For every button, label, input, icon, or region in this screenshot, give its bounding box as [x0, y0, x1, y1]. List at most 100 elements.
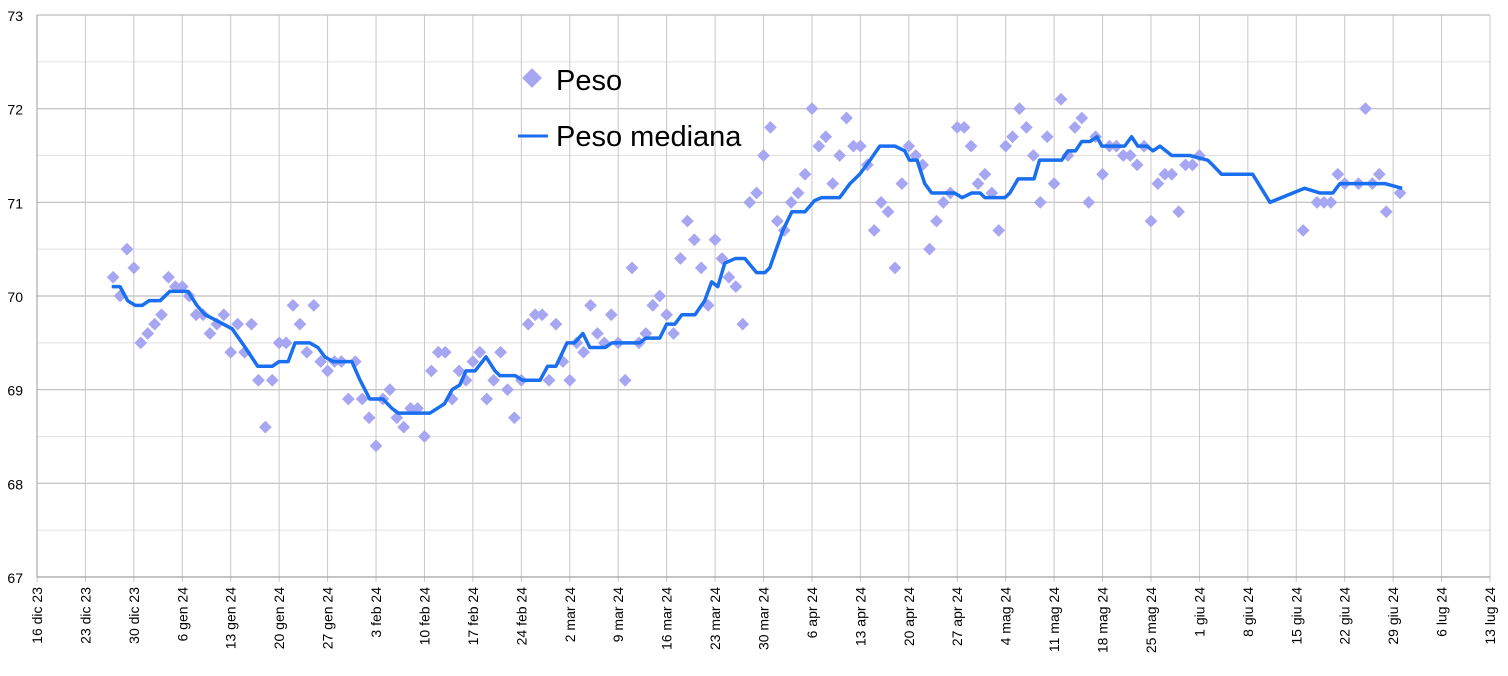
peso-point: [729, 280, 743, 293]
x-tick-label: 3 feb 24: [368, 587, 384, 638]
peso-point: [964, 139, 978, 153]
peso-point: [203, 327, 217, 340]
peso-point: [362, 411, 376, 425]
peso-point: [466, 355, 480, 368]
x-tick-label: 29 giu 24: [1385, 587, 1401, 645]
x-tick-label: 6 gen 24: [174, 587, 190, 642]
peso-point: [438, 345, 452, 359]
peso-point: [134, 336, 148, 350]
peso-point: [833, 149, 846, 162]
peso-point: [1151, 177, 1165, 190]
peso-point: [258, 420, 272, 434]
x-tick-label: 8 giu 24: [1240, 587, 1256, 637]
peso-point: [307, 299, 321, 312]
peso-point: [542, 373, 556, 387]
x-tick-label: 13 gen 24: [223, 587, 239, 649]
peso-point: [681, 214, 694, 228]
peso-point: [425, 364, 438, 378]
peso-point: [521, 317, 535, 331]
peso-point: [750, 186, 763, 200]
peso-point: [494, 345, 507, 359]
peso-point: [854, 139, 867, 153]
peso-point: [508, 411, 521, 425]
peso-point: [501, 383, 514, 397]
peso-point: [591, 327, 604, 340]
peso-point: [992, 224, 1006, 237]
peso-point: [736, 317, 750, 331]
peso-point: [1075, 111, 1089, 125]
peso-point: [397, 420, 411, 434]
peso-point: [252, 373, 265, 387]
x-tick-label: 1 giu 24: [1191, 587, 1207, 637]
peso-mediana-path: [111, 135, 1403, 415]
peso-point: [1026, 149, 1040, 162]
peso-point: [937, 195, 950, 209]
peso-point: [224, 345, 238, 359]
x-tick-label: 17 feb 24: [465, 587, 481, 646]
x-tick-label: 27 gen 24: [320, 587, 336, 649]
x-tick-label: 10 feb 24: [416, 587, 432, 646]
peso-point: [660, 308, 673, 322]
x-tick-label: 24 feb 24: [513, 587, 529, 646]
peso-point: [584, 299, 597, 312]
peso-point: [1020, 121, 1033, 134]
peso-point: [895, 177, 909, 190]
x-tick-label: 9 mar 24: [610, 587, 626, 642]
x-tick-label: 20 gen 24: [271, 587, 287, 649]
peso-point: [321, 364, 334, 378]
peso-point: [1379, 205, 1393, 219]
legend-peso-label: Peso: [556, 65, 622, 97]
peso-point: [162, 270, 175, 284]
x-tick-label: 18 mag 24: [1095, 587, 1111, 653]
peso-point: [535, 308, 549, 322]
peso-point: [383, 383, 397, 397]
peso-point: [217, 308, 231, 322]
peso-point: [674, 252, 687, 265]
peso-point: [1186, 158, 1199, 172]
peso-point: [1331, 167, 1345, 181]
x-tick-label: 11 mag 24: [1046, 587, 1062, 652]
peso-point: [1130, 158, 1144, 172]
peso-point: [120, 242, 134, 256]
peso-point: [1006, 130, 1019, 144]
peso-point: [1013, 102, 1026, 116]
peso-point: [957, 121, 971, 134]
peso-point: [1165, 167, 1179, 181]
peso-point: [1359, 102, 1372, 116]
x-tick-label: 16 mar 24: [659, 587, 675, 650]
peso-point: [231, 317, 245, 331]
y-tick-label: 71: [7, 195, 23, 211]
peso-point: [189, 308, 203, 322]
peso-point: [487, 373, 501, 387]
peso-point: [978, 167, 992, 181]
peso-point: [1047, 177, 1061, 190]
x-tick-label: 30 dic 23: [126, 587, 142, 644]
peso-point: [1372, 167, 1386, 181]
peso-point: [881, 205, 895, 219]
peso-point: [930, 214, 943, 228]
peso-point: [770, 214, 784, 228]
peso-point: [549, 317, 563, 331]
peso-point: [1144, 214, 1158, 228]
peso-point: [1040, 130, 1054, 144]
x-tick-label: 6 apr 24: [804, 587, 820, 639]
peso-point: [667, 327, 680, 340]
peso-point: [272, 336, 286, 350]
peso-point: [618, 373, 632, 387]
peso-point: [1096, 167, 1109, 181]
x-tick-label: 6 lug 24: [1434, 587, 1450, 637]
x-tick-label: 16 dic 23: [29, 587, 45, 644]
peso-point: [791, 186, 805, 200]
x-tick-label: 2 mar 24: [562, 587, 578, 642]
peso-point: [341, 392, 355, 406]
x-tick-label: 4 mag 24: [998, 587, 1014, 646]
peso-point: [1123, 149, 1137, 162]
peso-point: [300, 345, 314, 359]
y-tick-label: 68: [7, 476, 23, 492]
peso-point: [279, 336, 293, 350]
y-tick-label: 73: [7, 8, 23, 24]
x-tick-label: 23 dic 23: [77, 587, 93, 644]
peso-point: [867, 224, 881, 237]
peso-point: [355, 392, 369, 406]
peso-point: [141, 327, 155, 340]
